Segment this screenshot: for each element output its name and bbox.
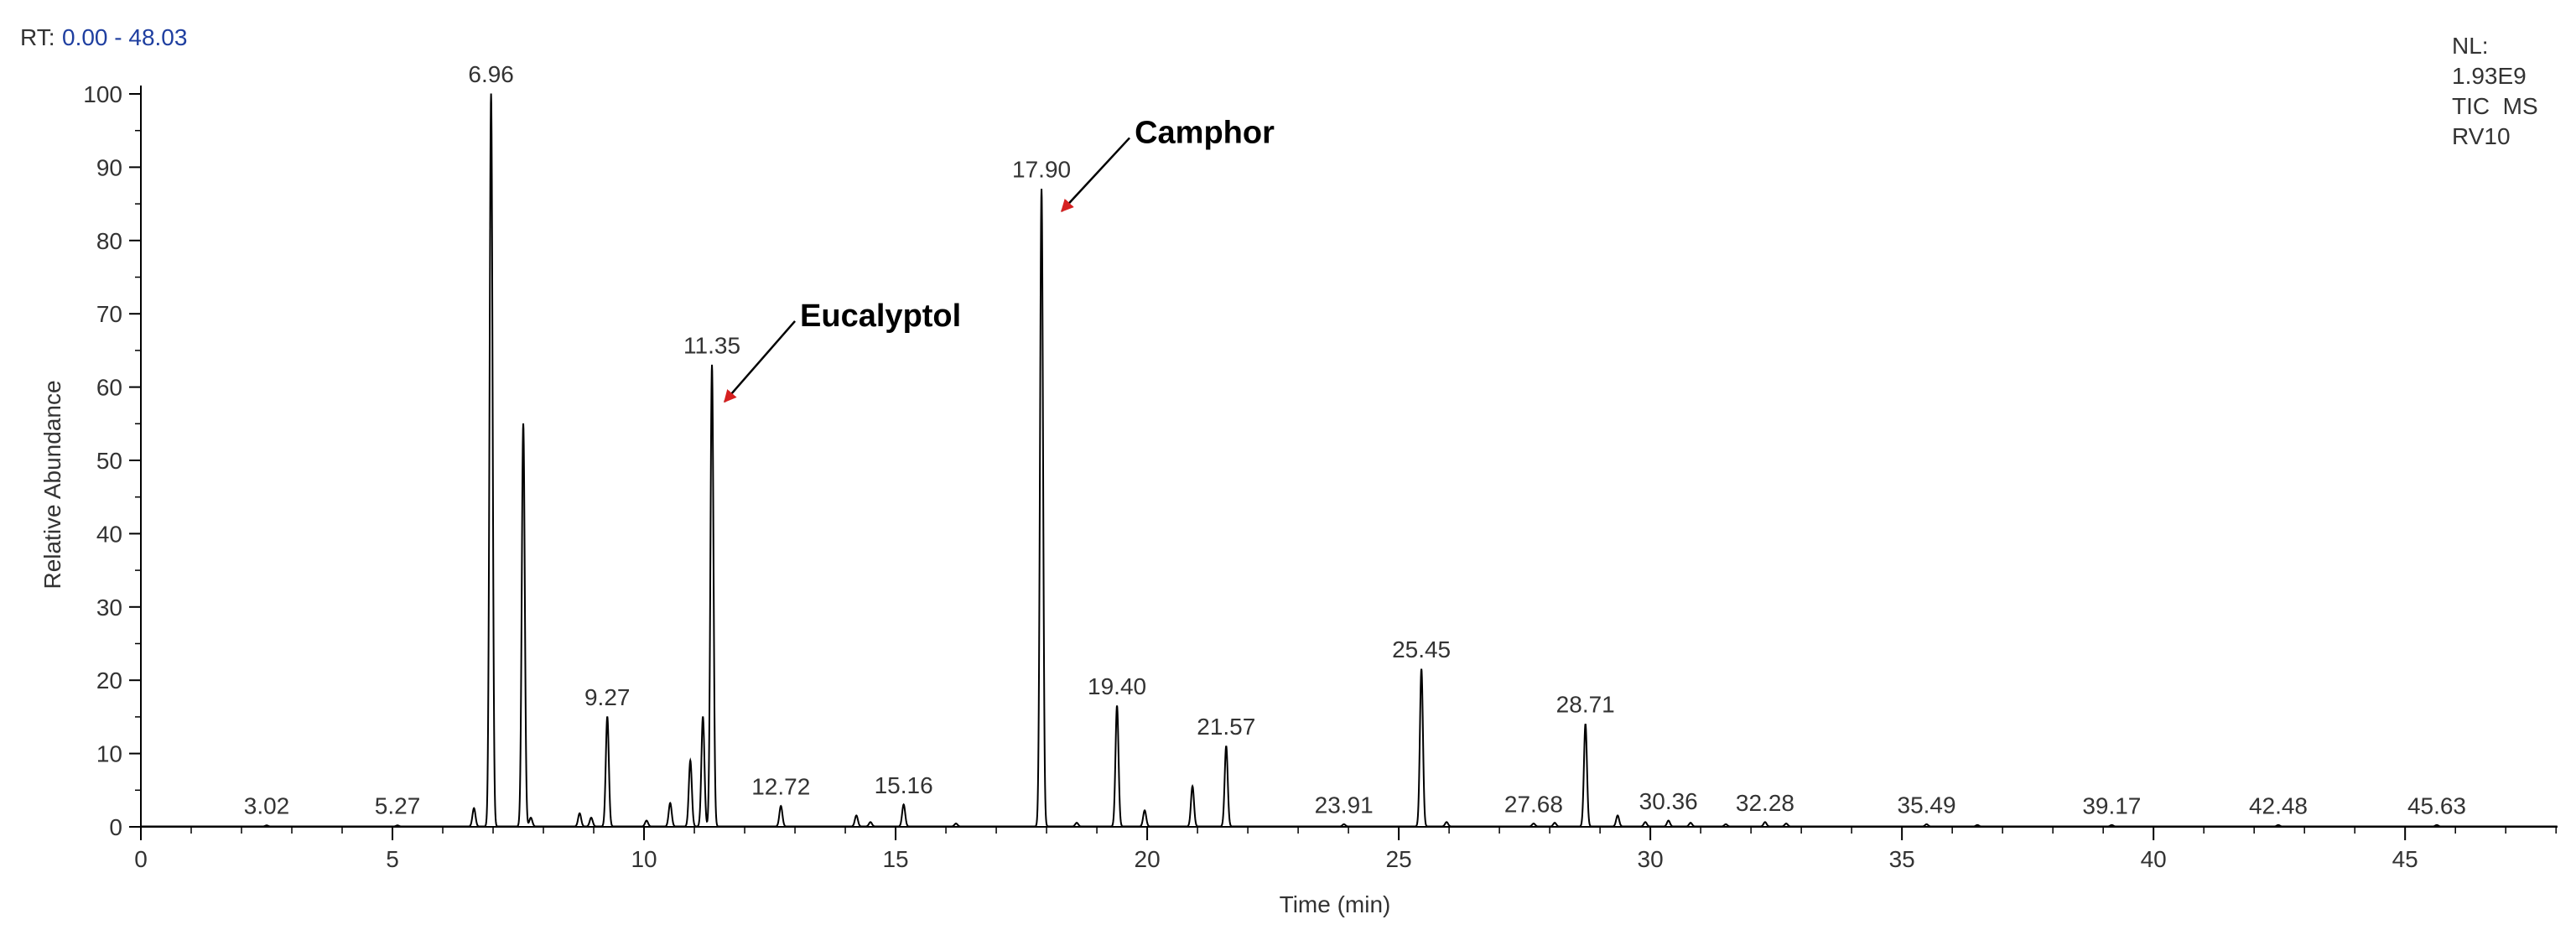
annotation-arrow: [1061, 137, 1130, 212]
y-tick-label: 10: [96, 741, 122, 767]
nl-info: NL: 1.93E9 TIC MS RV10: [2452, 33, 2538, 149]
y-tick-label: 30: [96, 595, 122, 621]
peak-label: 11.35: [683, 332, 740, 358]
peak-label: 32.28: [1736, 790, 1794, 816]
peak-label: 45.63: [2407, 792, 2466, 818]
y-tick-label: 20: [96, 667, 122, 693]
peak-label: 39.17: [2082, 792, 2141, 818]
x-tick-label: 35: [1889, 846, 1915, 872]
x-tick-label: 40: [2141, 846, 2167, 872]
peak-label: 21.57: [1197, 714, 1255, 740]
peak-label: 27.68: [1504, 792, 1563, 818]
x-tick-label: 5: [386, 846, 399, 872]
x-tick-label: 25: [1386, 846, 1412, 872]
peak-label: 15.16: [875, 772, 933, 798]
y-tick-label: 40: [96, 521, 122, 547]
y-axis-title: Relative Abundance: [39, 380, 65, 589]
peak-label: 23.91: [1315, 792, 1374, 818]
annotations: Eucalyptol Camphor: [724, 115, 1275, 403]
y-tick-label: 70: [96, 301, 122, 327]
peak-label: 6.96: [468, 61, 514, 87]
peak-label: 42.48: [2249, 792, 2308, 818]
y-tick-label: 50: [96, 448, 122, 474]
tic-trace: [141, 93, 2558, 828]
annotation-label: Eucalyptol: [800, 299, 961, 334]
peak-label: 12.72: [751, 774, 810, 800]
nl-line: NL:: [2452, 33, 2489, 59]
y-tick-label: 90: [96, 154, 122, 180]
nl-line: TIC MS: [2452, 93, 2538, 119]
y-tick-label: 60: [96, 375, 122, 401]
nl-line: 1.93E9: [2452, 63, 2527, 89]
axes: 0 10 20 30 40 50 60 70 80 90 100 0 5 10 15 20 25 30 35 40 45: [83, 81, 2558, 872]
x-tick-label: 10: [631, 846, 657, 872]
x-tick-label: 45: [2392, 846, 2418, 872]
nl-line: RV10: [2452, 123, 2511, 149]
peak-label: 28.71: [1556, 692, 1615, 718]
annotation-label: Camphor: [1135, 115, 1275, 150]
rt-label: RT:: [20, 24, 55, 50]
rt-range: 0.00 - 48.03: [62, 24, 187, 50]
y-tick-label: 0: [109, 814, 122, 840]
plot-area: 6.96 9.27 11.35 12.72 15.16 17.90 19.40 21.57 23…: [141, 61, 2558, 828]
peak-label: 17.90: [1012, 157, 1071, 183]
x-axis-title: Time (min): [1280, 891, 1391, 917]
peak-label: 9.27: [584, 684, 631, 710]
x-tick-label: 15: [882, 846, 908, 872]
peak-label: 25.45: [1392, 636, 1451, 662]
x-tick-label: 20: [1135, 846, 1161, 872]
peak-label: 19.40: [1088, 673, 1146, 699]
y-tick-label: 100: [83, 81, 122, 107]
peak-label: 35.49: [1898, 792, 1956, 818]
y-tick-label: 80: [96, 228, 122, 254]
peak-label: 3.02: [244, 793, 290, 819]
x-tick-label: 0: [134, 846, 148, 872]
peak-label: 5.27: [375, 793, 421, 819]
x-tick-label: 30: [1638, 846, 1664, 872]
annotation-arrow: [724, 320, 796, 403]
peak-label: 30.36: [1639, 788, 1698, 814]
